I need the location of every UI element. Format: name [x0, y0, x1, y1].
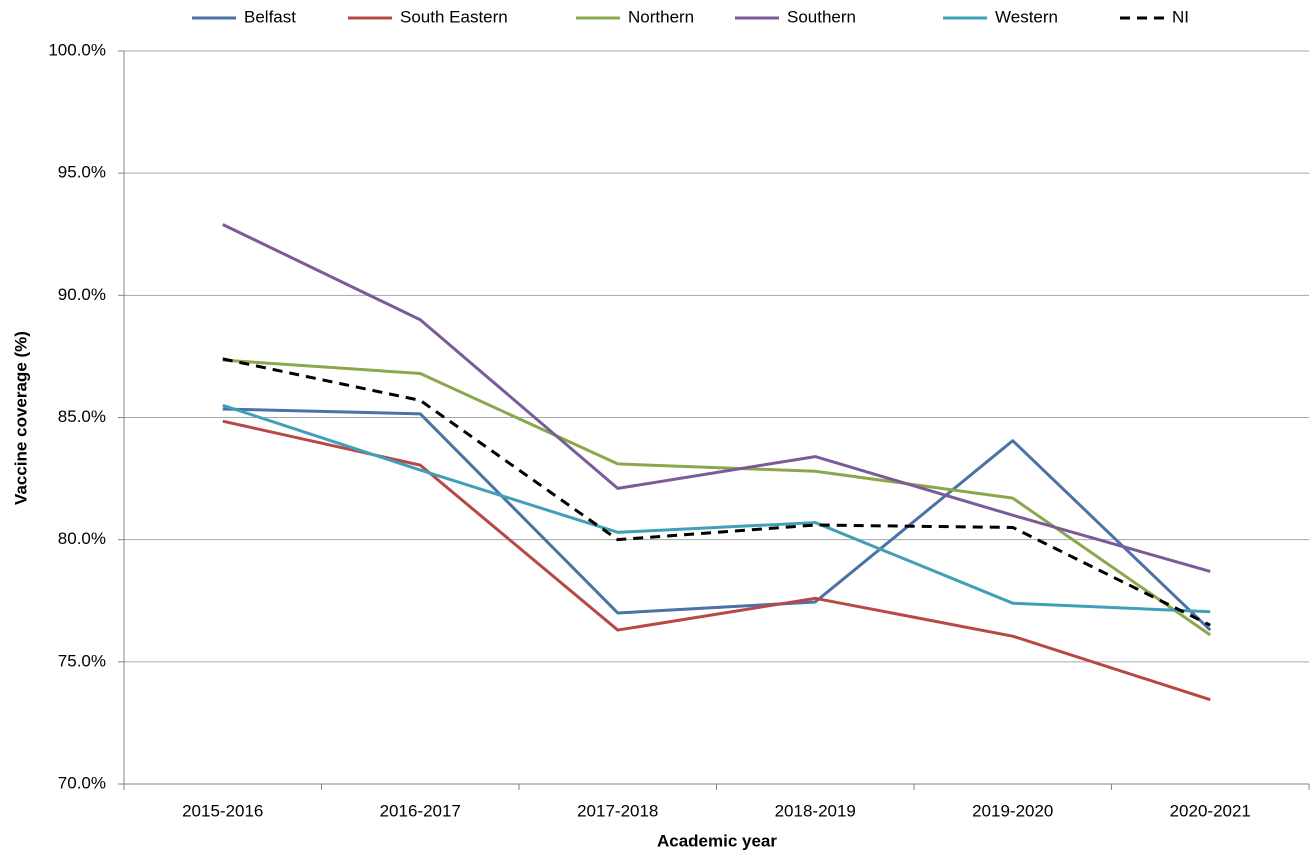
x-tick-label: 2020-2021 [1170, 801, 1251, 820]
legend-label: South Eastern [400, 7, 508, 26]
legend-label: Western [995, 7, 1058, 26]
series-line [222, 403, 1211, 614]
series-line [222, 419, 1211, 702]
legend-label: NI [1172, 7, 1189, 26]
legend-label: Southern [787, 7, 856, 26]
series-line [222, 223, 1211, 573]
x-tick-label: 2018-2019 [775, 801, 856, 820]
legend-label: Belfast [244, 7, 296, 26]
y-tick-label: 95.0% [58, 163, 106, 182]
y-axis-title: Vaccine coverage (%) [11, 331, 30, 505]
series-line [222, 357, 1211, 627]
y-tick-label: 85.0% [58, 407, 106, 426]
y-tick-label: 90.0% [58, 285, 106, 304]
x-tick-label: 2017-2018 [577, 801, 658, 820]
x-tick-label: 2019-2020 [972, 801, 1053, 820]
x-tick-label: 2015-2016 [182, 801, 263, 820]
y-tick-label: 70.0% [58, 773, 106, 792]
series-line [222, 407, 1212, 632]
x-tick-label: 2016-2017 [380, 801, 461, 820]
y-tick-label: 100.0% [48, 40, 106, 59]
legend-label: Northern [628, 7, 694, 26]
y-tick-label: 80.0% [58, 529, 106, 548]
x-axis-title: Academic year [657, 831, 777, 850]
series-line [222, 358, 1212, 637]
y-tick-label: 75.0% [58, 651, 106, 670]
